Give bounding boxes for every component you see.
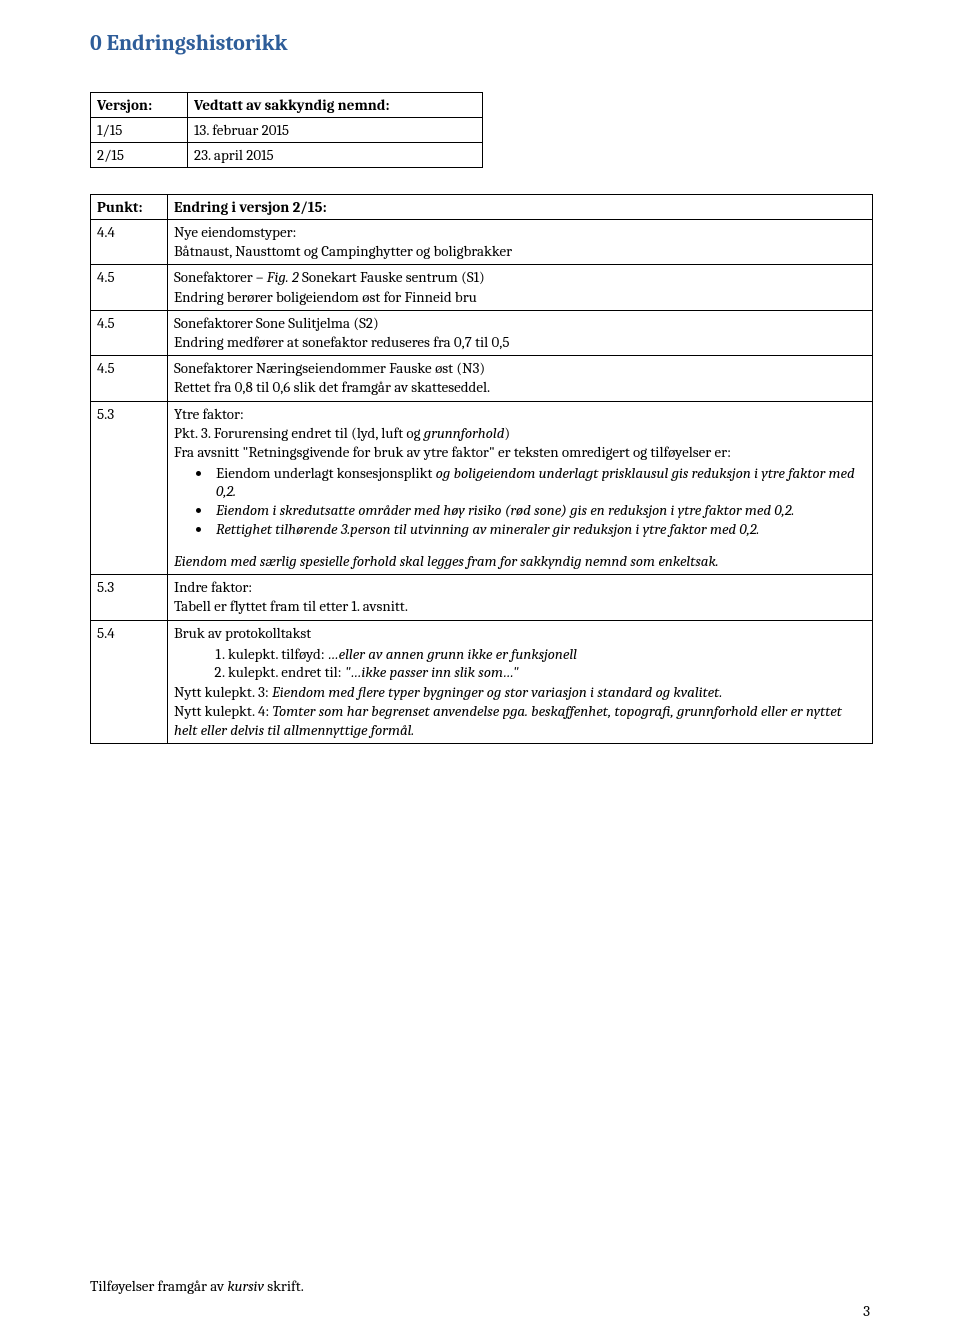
- italic-text: "…ikke passer inn slik som…": [345, 663, 519, 681]
- italic-text: Eiendom i skredutsatte områder med høy r…: [216, 501, 794, 519]
- cell-line: Nye eiendomstyper:: [174, 223, 866, 242]
- italic-text: Rettighet tilhørende 3.person til utvinn…: [216, 520, 759, 538]
- italic-text: grunnforhold: [424, 424, 505, 442]
- table-row: 4.5 Sonefaktorer – Fig. 2 Sonekart Fausk…: [91, 265, 873, 310]
- punkt-cell: 4.5: [91, 356, 168, 401]
- bullet-list: Eiendom underlagt konsesjonsplikt og bol…: [174, 464, 866, 538]
- changes-table: Punkt: Endring i versjon 2/15: 4.4 Nye e…: [90, 194, 873, 744]
- table-row: 4.5 Sonefaktorer Næringseiendommer Fausk…: [91, 356, 873, 401]
- punkt-cell: 4.5: [91, 310, 168, 355]
- list-item: Rettighet tilhørende 3.person til utvinn…: [212, 520, 866, 538]
- vedtatt-cell: 13. februar 2015: [188, 118, 483, 143]
- table-row: 5.3 Ytre faktor: Pkt. 3. Forurensing end…: [91, 401, 873, 575]
- punkt-cell: 5.3: [91, 575, 168, 620]
- vedtatt-cell: 23. april 2015: [188, 143, 483, 168]
- table-row: 5.3 Indre faktor: Tabell er flyttet fram…: [91, 575, 873, 620]
- text-span: ): [504, 424, 510, 442]
- text-span: Eiendom underlagt konsesjonsplikt: [216, 464, 436, 482]
- version-cell: 1/15: [91, 118, 188, 143]
- cell-line: Nytt kulepkt. 4: Tomter som har begrense…: [174, 702, 866, 740]
- italic-text: kursiv: [227, 1277, 264, 1295]
- endring-cell: Ytre faktor: Pkt. 3. Forurensing endret …: [168, 401, 873, 575]
- italic-text: Tomter som har begrenset anvendelse pga.…: [174, 702, 842, 739]
- text-span: Nytt kulepkt. 3:: [174, 683, 272, 701]
- text-span: Sonekart Fauske sentrum (S1): [299, 268, 485, 286]
- list-item: kulepkt. tilføyd: …eller av annen grunn …: [228, 645, 866, 663]
- cell-line: Indre faktor:: [174, 578, 866, 597]
- text-span: Nytt kulepkt. 4:: [174, 702, 272, 720]
- cell-line: Pkt. 3. Forurensing endret til (lyd, luf…: [174, 424, 866, 443]
- list-item: Eiendom underlagt konsesjonsplikt og bol…: [212, 464, 866, 500]
- endring-cell: Bruk av protokolltakst kulepkt. tilføyd:…: [168, 620, 873, 744]
- text-span: Sonefaktorer –: [174, 268, 267, 286]
- punkt-cell: 4.5: [91, 265, 168, 310]
- cell-line: Sonefaktorer Sone Sulitjelma (S2): [174, 314, 866, 333]
- text-span: skrift.: [264, 1277, 304, 1295]
- text-span: Pkt. 3. Forurensing endret til (lyd, luf…: [174, 424, 424, 442]
- footer-note: Tilføyelser framgår av kursiv skrift.: [90, 1277, 304, 1296]
- punkt-cell: 5.3: [91, 401, 168, 575]
- italic-text: …eller av annen grunn ikke er funksjonel…: [328, 645, 577, 663]
- endring-cell: Sonefaktorer – Fig. 2 Sonekart Fauske se…: [168, 265, 873, 310]
- list-item: kulepkt. endret til: "…ikke passer inn s…: [228, 663, 866, 681]
- cell-line: Endring berører boligeiendom øst for Fin…: [174, 288, 866, 307]
- table-row: 2/15 23. april 2015: [91, 143, 483, 168]
- endring-cell: Nye eiendomstyper: Båtnaust, Nausttomt o…: [168, 220, 873, 265]
- cell-line: Sonefaktorer Næringseiendommer Fauske øs…: [174, 359, 866, 378]
- text-span: Tilføyelser framgår av: [90, 1277, 227, 1295]
- italic-text: Eiendom med flere typer bygninger og sto…: [272, 683, 722, 701]
- table-header-row: Punkt: Endring i versjon 2/15:: [91, 195, 873, 220]
- table-header-row: Versjon: Vedtatt av sakkyndig nemnd:: [91, 93, 483, 118]
- table-row: 5.4 Bruk av protokolltakst kulepkt. tilf…: [91, 620, 873, 744]
- version-table: Versjon: Vedtatt av sakkyndig nemnd: 1/1…: [90, 92, 483, 168]
- version-cell: 2/15: [91, 143, 188, 168]
- endring-cell: Indre faktor: Tabell er flyttet fram til…: [168, 575, 873, 620]
- punkt-cell: 4.4: [91, 220, 168, 265]
- cell-line: Endring medfører at sonefaktor reduseres…: [174, 333, 866, 352]
- vedtatt-header: Vedtatt av sakkyndig nemnd:: [188, 93, 483, 118]
- cell-line: Båtnaust, Nausttomt og Campinghytter og …: [174, 242, 866, 261]
- endring-cell: Sonefaktorer Næringseiendommer Fauske øs…: [168, 356, 873, 401]
- table-row: 1/15 13. februar 2015: [91, 118, 483, 143]
- page-number: 3: [863, 1302, 870, 1320]
- cell-line: Sonefaktorer – Fig. 2 Sonekart Fauske se…: [174, 268, 866, 287]
- numbered-list: kulepkt. tilføyd: …eller av annen grunn …: [174, 645, 866, 681]
- cell-line: Rettet fra 0,8 til 0,6 slik det framgår …: [174, 378, 866, 397]
- table-row: 4.5 Sonefaktorer Sone Sulitjelma (S2) En…: [91, 310, 873, 355]
- endring-header: Endring i versjon 2/15:: [168, 195, 873, 220]
- punkt-header: Punkt:: [91, 195, 168, 220]
- cell-line: Eiendom med særlig spesielle forhold ska…: [174, 552, 866, 571]
- punkt-cell: 5.4: [91, 620, 168, 744]
- list-item: Eiendom i skredutsatte områder med høy r…: [212, 501, 866, 519]
- text-span: kulepkt. tilføyd:: [228, 645, 328, 663]
- cell-line: Fra avsnitt "Retningsgivende for bruk av…: [174, 443, 866, 462]
- text-span: kulepkt. endret til:: [228, 663, 345, 681]
- cell-line: Tabell er flyttet fram til etter 1. avsn…: [174, 597, 866, 616]
- page-container: 0 Endringshistorikk Versjon: Vedtatt av …: [0, 0, 960, 1336]
- version-header: Versjon:: [91, 93, 188, 118]
- section-heading: 0 Endringshistorikk: [90, 30, 870, 56]
- italic-text: Fig. 2: [267, 268, 299, 286]
- cell-line: Bruk av protokolltakst: [174, 624, 866, 643]
- cell-line: Nytt kulepkt. 3: Eiendom med flere typer…: [174, 683, 866, 702]
- table-row: 4.4 Nye eiendomstyper: Båtnaust, Naustto…: [91, 220, 873, 265]
- cell-line: Ytre faktor:: [174, 405, 866, 424]
- endring-cell: Sonefaktorer Sone Sulitjelma (S2) Endrin…: [168, 310, 873, 355]
